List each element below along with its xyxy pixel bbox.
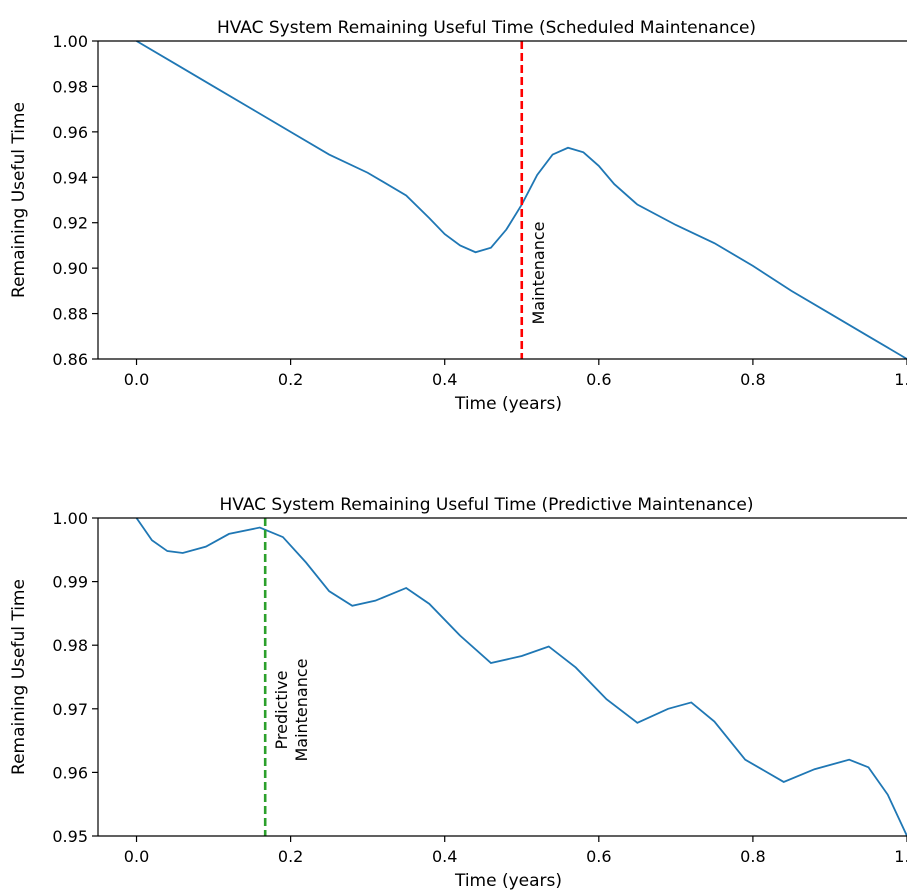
y-tick-label: 0.94 bbox=[52, 168, 88, 187]
y-tick-label: 1.00 bbox=[52, 32, 88, 51]
x-tick-label: 0.0 bbox=[124, 370, 149, 389]
x-tick-label: 0.8 bbox=[740, 370, 765, 389]
y-tick-label: 0.96 bbox=[52, 123, 88, 142]
y-tick-label: 0.97 bbox=[52, 700, 88, 719]
y-axis-label: Remaining Useful Time bbox=[9, 102, 29, 298]
maintenance-label-line: Predictive bbox=[272, 671, 291, 750]
y-axis-label: Remaining Useful Time bbox=[9, 579, 29, 775]
maintenance-label: PredictiveMaintenance bbox=[272, 658, 311, 761]
x-tick-label: 0.4 bbox=[432, 370, 457, 389]
y-tick-label: 0.86 bbox=[52, 350, 88, 369]
x-tick-label: 0.2 bbox=[278, 847, 303, 866]
y-tick-label: 0.92 bbox=[52, 214, 88, 233]
y-tick-label: 0.96 bbox=[52, 763, 88, 782]
x-tick-label: 1.0 bbox=[894, 847, 907, 866]
series-line bbox=[135, 517, 907, 837]
y-tick-label: 0.90 bbox=[52, 259, 88, 278]
x-tick-label: 0.4 bbox=[432, 847, 457, 866]
y-tick-label: 0.98 bbox=[52, 77, 88, 96]
chart-title: HVAC System Remaining Useful Time (Predi… bbox=[220, 495, 754, 515]
predictive-maintenance-chart: HVAC System Remaining Useful Time (Predi… bbox=[9, 495, 907, 891]
maintenance-label: Maintenance bbox=[529, 221, 548, 324]
y-tick-label: 0.88 bbox=[52, 305, 88, 324]
x-tick-label: 0.6 bbox=[586, 847, 611, 866]
x-axis-label: Time (years) bbox=[454, 394, 562, 414]
y-tick-label: 1.00 bbox=[52, 509, 88, 528]
y-tick-label: 0.95 bbox=[52, 827, 88, 846]
chart-title: HVAC System Remaining Useful Time (Sched… bbox=[217, 18, 756, 38]
maintenance-label-line: Maintenance bbox=[529, 221, 548, 324]
scheduled-maintenance-chart: HVAC System Remaining Useful Time (Sched… bbox=[9, 18, 907, 414]
x-axis-label: Time (years) bbox=[454, 871, 562, 891]
x-tick-label: 0.2 bbox=[278, 370, 303, 389]
y-tick-label: 0.98 bbox=[52, 636, 88, 655]
x-tick-label: 1.0 bbox=[894, 370, 907, 389]
maintenance-label-line: Maintenance bbox=[292, 658, 311, 761]
y-tick-label: 0.99 bbox=[52, 573, 88, 592]
x-tick-label: 0.6 bbox=[586, 370, 611, 389]
x-tick-label: 0.8 bbox=[740, 847, 765, 866]
x-tick-label: 0.0 bbox=[124, 847, 149, 866]
